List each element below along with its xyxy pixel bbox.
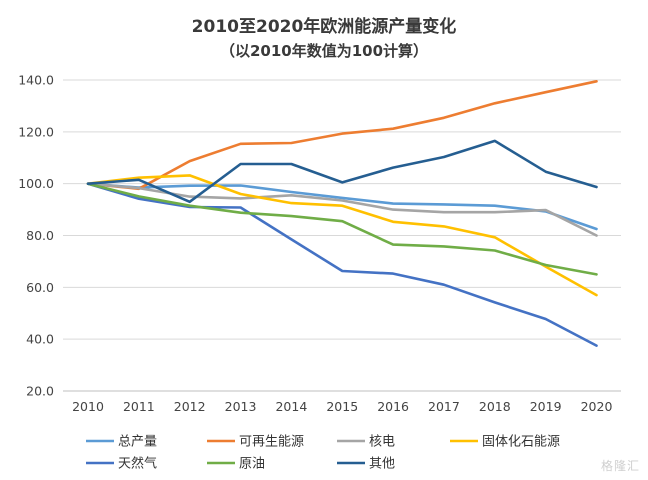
legend-item: 天然气 xyxy=(86,456,157,472)
y-tick-label: 60.0 xyxy=(26,280,54,295)
x-tick-label: 2014 xyxy=(275,399,307,414)
series-lines xyxy=(86,80,598,347)
legend-label: 总产量 xyxy=(118,435,157,450)
x-tick-label: 2012 xyxy=(174,399,206,414)
x-tick-label: 2020 xyxy=(581,399,613,414)
x-tick-label: 2019 xyxy=(530,399,562,414)
series-line-3 xyxy=(86,174,598,297)
x-tick-label: 2011 xyxy=(123,399,155,414)
chart-subtitle: （以2010年数值为100计算） xyxy=(220,42,428,60)
y-tick-label: 120.0 xyxy=(18,124,54,139)
x-tick-label: 2010 xyxy=(72,399,104,414)
series-line-1 xyxy=(86,80,598,191)
series-line-0 xyxy=(86,182,598,231)
x-tick-label: 2015 xyxy=(326,399,358,414)
x-tick-label: 2013 xyxy=(225,399,257,414)
y-tick-label: 20.0 xyxy=(26,384,54,399)
chart-title: 2010至2020年欧洲能源产量变化 xyxy=(192,16,457,37)
x-tick-label: 2017 xyxy=(428,399,460,414)
x-tick-label: 2018 xyxy=(479,399,511,414)
y-tick-label: 100.0 xyxy=(18,176,54,191)
series-line-6 xyxy=(86,139,598,204)
x-tick-label: 2016 xyxy=(377,399,409,414)
gridlines xyxy=(63,79,621,340)
legend-label: 原油 xyxy=(239,457,265,472)
legend-item: 总产量 xyxy=(86,435,157,450)
legend-label: 其他 xyxy=(369,457,395,472)
legend-item: 核电 xyxy=(337,435,395,450)
legend-label: 天然气 xyxy=(118,456,157,472)
series-line-5 xyxy=(86,182,598,276)
watermark-logo: 格隆汇 xyxy=(600,459,640,473)
legend-label: 固体化石能源 xyxy=(482,435,560,450)
legend-label: 核电 xyxy=(369,435,395,450)
y-tick-label: 80.0 xyxy=(26,228,54,243)
axes: 20.0 40.0 60.0 80.0 100.0 120.0 140.0 2010 2011 2… xyxy=(18,73,621,414)
legend-item: 原油 xyxy=(207,457,265,472)
y-tick-label: 40.0 xyxy=(26,332,54,347)
legend-item: 其他 xyxy=(337,457,395,472)
legend-item: 可再生能源 xyxy=(207,435,304,450)
y-tick-label: 140.0 xyxy=(18,73,54,88)
legend-label: 可再生能源 xyxy=(239,435,304,450)
series-line-4 xyxy=(86,182,598,347)
legend-item: 固体化石能源 xyxy=(450,435,560,450)
